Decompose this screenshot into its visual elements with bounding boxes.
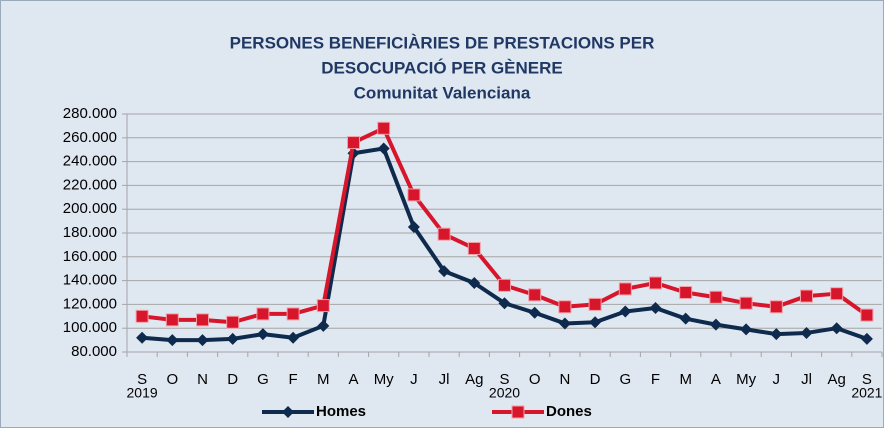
point — [407, 188, 421, 202]
point — [256, 307, 270, 321]
x-year-label: 2019 — [127, 385, 158, 401]
point — [769, 300, 783, 314]
point — [709, 290, 723, 304]
y-tick-label: 260.000 — [63, 129, 117, 146]
y-tick-label: 180.000 — [63, 224, 117, 241]
point — [739, 296, 753, 310]
point — [498, 297, 511, 310]
point — [860, 332, 873, 345]
point — [498, 278, 511, 292]
point — [317, 319, 330, 332]
chart-subtitle: Comunitat Valenciana — [354, 83, 531, 102]
point — [136, 331, 149, 344]
x-tick-label: Jl — [801, 371, 812, 388]
point — [437, 227, 451, 241]
y-tick-label: 140.000 — [63, 272, 117, 289]
x-tick-label: G — [257, 371, 269, 388]
point — [709, 318, 722, 331]
x-tick-label: S — [862, 371, 872, 388]
point — [377, 142, 390, 155]
x-tick-label: D — [590, 371, 601, 388]
x-tick-label: D — [227, 371, 238, 388]
x-tick-label: Jl — [439, 371, 450, 388]
point — [679, 312, 692, 325]
x-tick-label: M — [679, 371, 692, 388]
point — [377, 121, 391, 135]
x-tick-label: F — [651, 371, 660, 388]
point — [165, 313, 179, 327]
x-tick-label: S — [137, 371, 147, 388]
x-tick-label: A — [348, 371, 358, 388]
point — [196, 334, 209, 347]
point — [468, 276, 481, 289]
point — [226, 315, 240, 329]
y-tick-label: 120.000 — [63, 295, 117, 312]
point — [860, 308, 874, 322]
point — [588, 297, 602, 311]
y-tick-label: 220.000 — [63, 176, 117, 193]
x-year-label: 2021 — [851, 385, 882, 401]
chart-title: PERSONES BENEFICIÀRIES DE PRESTACIONS PE… — [230, 33, 655, 52]
point — [135, 309, 149, 323]
y-tick-label: 240.000 — [63, 153, 117, 170]
legend-marker — [282, 406, 294, 418]
legend-marker — [511, 405, 525, 419]
point — [558, 317, 571, 330]
x-tick-label: G — [619, 371, 631, 388]
x-tick-label: Ag — [828, 371, 846, 388]
x-tick-label: F — [289, 371, 298, 388]
x-tick-label: My — [374, 371, 394, 388]
point — [800, 326, 813, 339]
point — [286, 307, 300, 321]
y-tick-label: 160.000 — [63, 248, 117, 265]
y-tick-label: 100.000 — [63, 319, 117, 336]
point — [256, 328, 269, 341]
x-tick-label: M — [317, 371, 330, 388]
point — [528, 306, 541, 319]
point — [196, 313, 209, 327]
point — [287, 331, 300, 344]
x-tick-label: O — [166, 371, 178, 388]
x-tick-label: A — [711, 371, 721, 388]
point — [528, 288, 542, 302]
point — [467, 241, 481, 255]
point — [347, 136, 360, 150]
y-tick-label: 200.000 — [63, 200, 117, 217]
point — [558, 300, 572, 314]
point — [226, 332, 239, 345]
point — [316, 299, 330, 313]
point — [166, 334, 179, 347]
chart-title: DESOCUPACIÓ PER GÈNERE — [321, 58, 563, 77]
y-tick-label: 80.000 — [71, 343, 117, 360]
point — [618, 282, 632, 296]
x-tick-label: N — [197, 371, 208, 388]
x-tick-label: J — [773, 371, 781, 388]
x-tick-label: N — [559, 371, 570, 388]
point — [407, 221, 420, 234]
point — [800, 289, 813, 303]
legend-label: Homes — [316, 403, 366, 420]
point — [830, 322, 843, 335]
x-tick-label: S — [499, 371, 509, 388]
point — [589, 316, 602, 329]
x-year-label: 2020 — [489, 385, 520, 401]
point — [619, 305, 632, 318]
y-tick-label: 280.000 — [63, 105, 117, 122]
point — [740, 323, 753, 336]
x-tick-label: Ag — [465, 371, 483, 388]
point — [649, 301, 662, 314]
x-tick-label: O — [529, 371, 541, 388]
x-tick-label: J — [410, 371, 418, 388]
point — [438, 265, 451, 278]
x-tick-label: My — [736, 371, 756, 388]
point — [649, 276, 662, 290]
point — [830, 287, 844, 301]
legend-label: Dones — [546, 403, 592, 420]
point — [770, 328, 783, 341]
point — [679, 286, 693, 299]
